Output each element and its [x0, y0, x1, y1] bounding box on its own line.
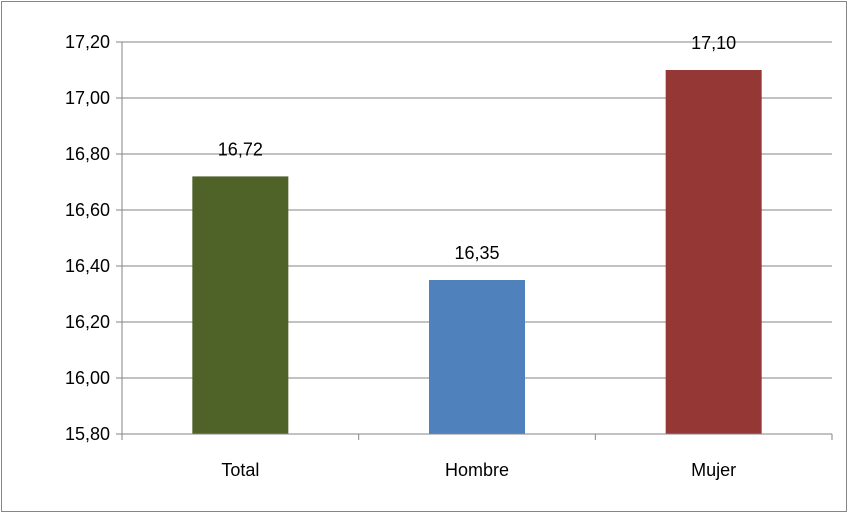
y-tick-label: 17,20	[65, 32, 110, 52]
y-tick-label: 15,80	[65, 424, 110, 444]
y-tick-label: 17,00	[65, 88, 110, 108]
data-label: 16,35	[454, 243, 499, 263]
data-labels: 16,72 16,35 17,10	[218, 33, 736, 263]
bars	[192, 70, 762, 434]
x-tick-label: Mujer	[691, 460, 736, 480]
x-tick-labels: Total Hombre Mujer	[221, 460, 736, 480]
bar-mujer	[665, 70, 762, 434]
data-label: 16,72	[218, 139, 263, 159]
x-tick-label: Total	[221, 460, 259, 480]
y-tick-label: 16,00	[65, 368, 110, 388]
y-tick-label: 16,40	[65, 256, 110, 276]
bar-total	[192, 176, 289, 434]
axes	[116, 41, 833, 440]
bar-hombre	[429, 280, 525, 434]
y-tick-label: 16,20	[65, 312, 110, 332]
y-tick-labels: 15,80 16,00 16,20 16,40 16,60 16,80 17,00 17,20	[65, 32, 110, 444]
x-tick-label: Hombre	[445, 460, 509, 480]
data-label: 17,10	[691, 33, 736, 53]
y-tick-label: 16,80	[65, 144, 110, 164]
y-tick-label: 16,60	[65, 200, 110, 220]
